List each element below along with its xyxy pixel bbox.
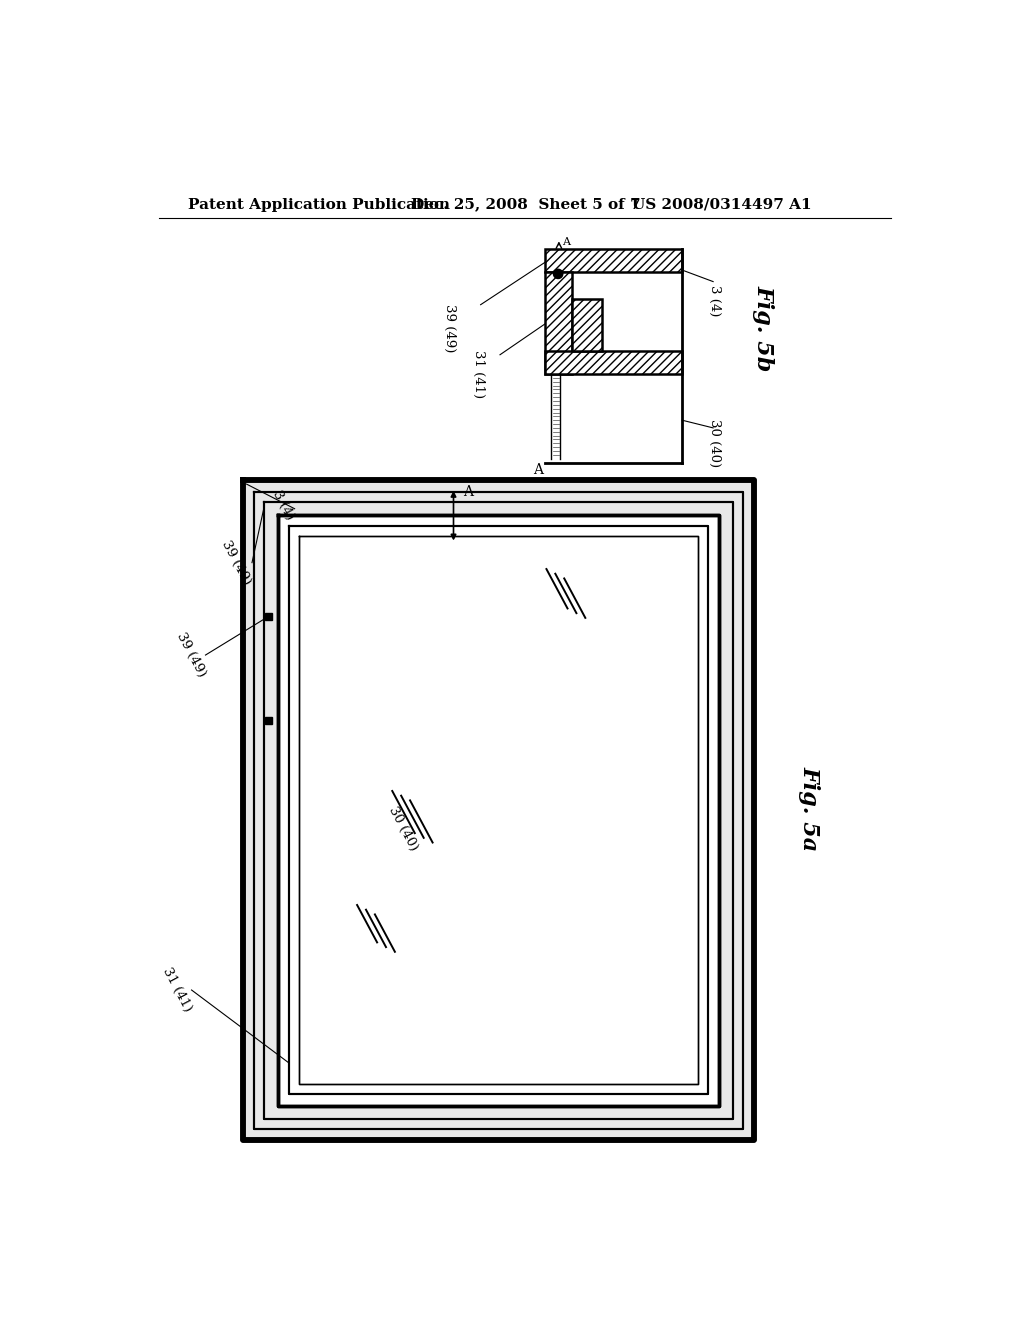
Text: A: A: [463, 484, 473, 499]
Text: Fig. 5a: Fig. 5a: [799, 767, 821, 851]
Polygon shape: [545, 249, 682, 272]
Text: 39 (49): 39 (49): [174, 631, 209, 680]
Bar: [265, 717, 271, 723]
Polygon shape: [572, 300, 602, 351]
Circle shape: [554, 269, 563, 279]
Text: US 2008/0314497 A1: US 2008/0314497 A1: [632, 198, 811, 211]
Text: 30 (40): 30 (40): [709, 420, 721, 467]
Bar: [265, 612, 271, 620]
Text: 31 (41): 31 (41): [161, 966, 195, 1014]
Text: Patent Application Publication: Patent Application Publication: [188, 198, 451, 211]
Text: 3 (4): 3 (4): [270, 488, 296, 521]
Text: A: A: [534, 462, 544, 477]
Text: 3 (4): 3 (4): [709, 285, 721, 317]
Text: 31 (41): 31 (41): [472, 350, 484, 399]
Polygon shape: [545, 351, 682, 374]
Text: 39 (49): 39 (49): [443, 304, 456, 352]
Text: A: A: [562, 236, 570, 247]
Polygon shape: [278, 515, 719, 1106]
Text: Dec. 25, 2008  Sheet 5 of 7: Dec. 25, 2008 Sheet 5 of 7: [411, 198, 640, 211]
Text: Fig. 5b: Fig. 5b: [753, 285, 774, 371]
Text: 30 (40): 30 (40): [386, 804, 420, 853]
Text: 39 (49): 39 (49): [219, 539, 254, 587]
Polygon shape: [243, 480, 755, 1140]
Polygon shape: [545, 272, 572, 374]
